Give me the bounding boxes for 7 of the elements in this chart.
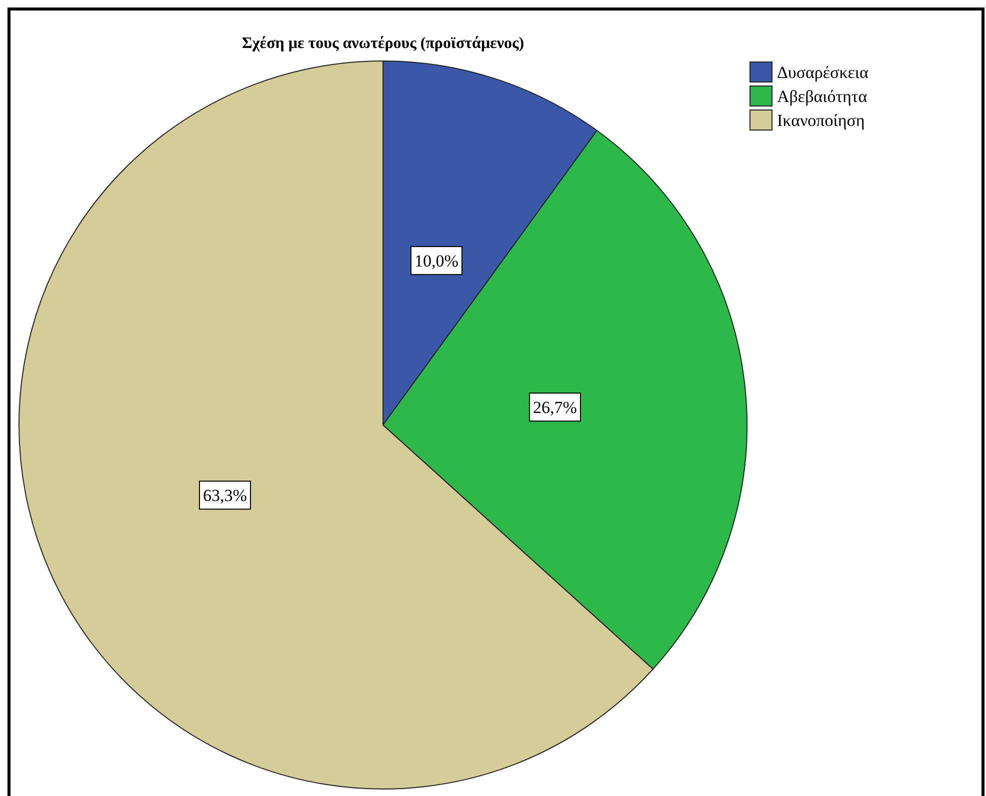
chart-title: Σχέση με τους ανωτέρους (προϊστάμενος) [242,35,524,52]
legend-label: Δυσαρέσκεια [777,63,868,82]
legend-label: Αβεβαιότητα [777,87,868,106]
data-label: 26,7% [533,398,577,418]
data-label: 63,3% [203,486,247,506]
legend-label: Ικανοποίηση [777,111,865,130]
data-label: 10,0% [414,252,458,271]
